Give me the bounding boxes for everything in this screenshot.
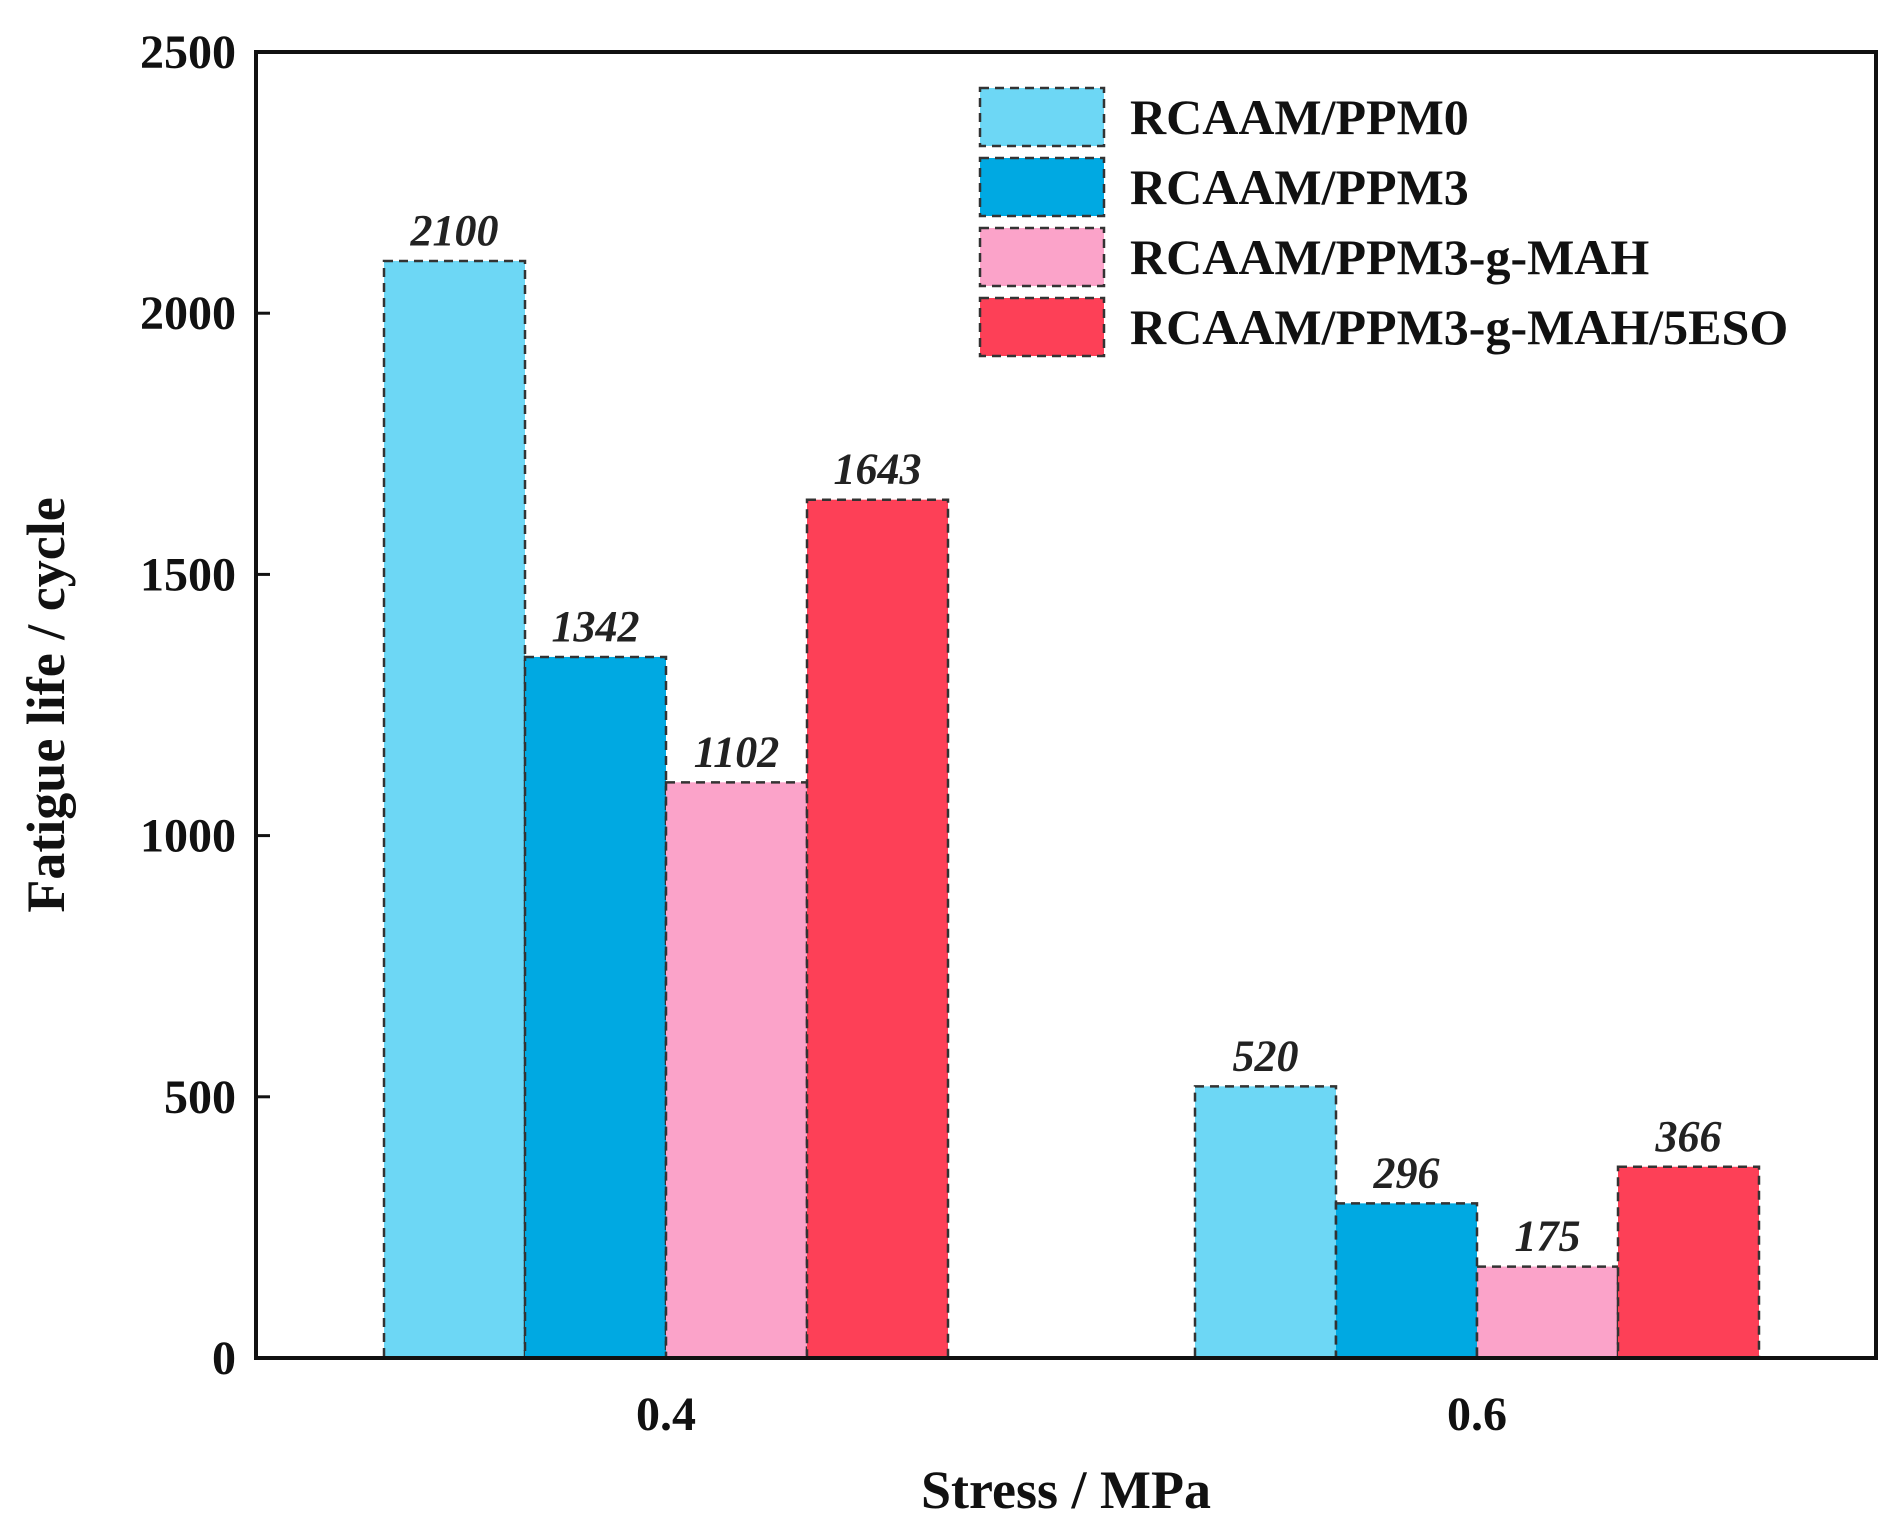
bar-rcaam-ppm3-g-mah-0-6 — [1475, 1265, 1620, 1360]
x-axis: 0.4 0.6 — [636, 1388, 1507, 1441]
x-tick-label: 0.4 — [636, 1388, 696, 1441]
data-label: 296 — [1373, 1148, 1440, 1197]
y-tick-label: 2500 — [140, 26, 236, 79]
y-tick-label: 1000 — [140, 810, 236, 863]
legend-swatch — [978, 156, 1106, 218]
legend-swatch — [978, 296, 1106, 358]
bar-rcaam-ppm0-0-4 — [382, 259, 527, 1360]
legend-label: RCAAM/PPM3 — [1130, 159, 1469, 215]
legend-label: RCAAM/PPM0 — [1130, 89, 1469, 145]
data-label: 1643 — [834, 445, 922, 494]
legend: RCAAM/PPM0 RCAAM/PPM3 RCAAM/PPM3-g-MAH RCAA… — [978, 86, 1788, 358]
data-labels: 2100 1342 1102 1643 520 296 175 366 — [410, 206, 1722, 1261]
bar-rcaam-ppm3-g-mah-0-4 — [664, 781, 809, 1360]
data-label: 366 — [1655, 1112, 1722, 1161]
y-tick-label: 1500 — [140, 548, 236, 601]
data-label: 1102 — [694, 727, 780, 776]
bar-rcaam-ppm3-0-4 — [523, 655, 668, 1360]
bar-rcaam-ppm0-0-6 — [1193, 1085, 1338, 1360]
x-tick-label: 0.6 — [1447, 1388, 1507, 1441]
x-axis-title: Stress / MPa — [921, 1460, 1211, 1520]
data-label: 175 — [1515, 1212, 1581, 1261]
legend-label: RCAAM/PPM3-g-MAH/5ESO — [1130, 299, 1788, 355]
bar-rcaam-ppm3-0-6 — [1334, 1202, 1479, 1360]
y-tick-label: 2000 — [140, 287, 236, 340]
legend-label: RCAAM/PPM3-g-MAH — [1130, 229, 1649, 285]
data-label: 1342 — [552, 602, 640, 651]
y-axis: 0 500 1000 1500 2000 2500 — [140, 26, 270, 1385]
plot-area-frame — [254, 50, 1878, 1360]
bar-rcaam-ppm3-g-mah-5eso-0-4 — [805, 498, 950, 1360]
y-tick-label: 500 — [164, 1071, 236, 1124]
y-tick-label: 0 — [212, 1332, 236, 1385]
y-axis-title: Fatigue life / cycle — [16, 497, 76, 912]
bar-rcaam-ppm3-g-mah-5eso-0-6 — [1616, 1165, 1761, 1360]
data-label: 520 — [1233, 1031, 1299, 1080]
legend-swatch — [978, 86, 1106, 148]
bars-layer — [382, 259, 1761, 1360]
data-label: 2100 — [410, 206, 499, 255]
legend-swatch — [978, 226, 1106, 288]
